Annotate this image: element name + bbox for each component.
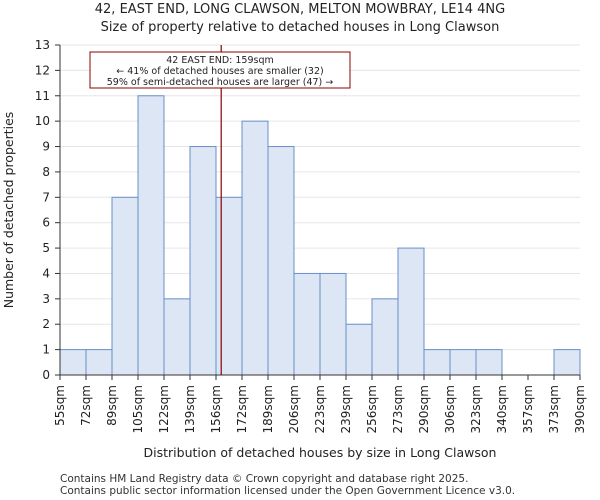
x-tick-label: 139sqm	[183, 385, 197, 433]
x-tick-label: 55sqm	[53, 385, 67, 426]
bar	[449, 349, 477, 376]
x-tick-label: 239sqm	[339, 385, 353, 433]
x-tick-label: 105sqm	[131, 385, 145, 433]
y-tick-label: 0	[42, 368, 50, 382]
y-tick-label: 2	[42, 317, 50, 331]
chart-subtitle: Size of property relative to detached ho…	[100, 20, 500, 35]
bar	[371, 298, 399, 376]
y-tick-label: 10	[35, 114, 50, 128]
bar	[553, 349, 581, 376]
x-tick-label: 306sqm	[443, 385, 457, 433]
bar	[189, 146, 217, 376]
bar	[397, 247, 425, 376]
x-tick-label: 323sqm	[469, 385, 483, 433]
y-tick-label: 13	[35, 38, 50, 52]
bar	[215, 196, 243, 376]
annotation-line-1: 42 EAST END: 159sqm	[166, 55, 273, 66]
x-tick-label: 223sqm	[313, 385, 327, 433]
bar	[85, 349, 113, 376]
bar	[111, 196, 139, 376]
y-tick-label: 5	[42, 241, 50, 255]
bar	[423, 349, 451, 376]
y-tick-label: 1	[42, 343, 50, 357]
bar	[293, 272, 321, 376]
bar	[319, 272, 347, 376]
x-tick-label: 357sqm	[521, 385, 535, 433]
y-tick-label: 9	[42, 140, 50, 154]
x-ticks: 55sqm 72sqm 89sqm 105sqm 122sqm 139sqm 156sqm 1…	[53, 375, 587, 433]
bar	[345, 323, 373, 376]
bars	[59, 95, 581, 376]
y-tick-label: 8	[42, 165, 50, 179]
x-tick-label: 89sqm	[105, 385, 119, 426]
chart-title: 42, EAST END, LONG CLAWSON, MELTON MOWBR…	[94, 2, 506, 17]
x-tick-label: 72sqm	[79, 385, 93, 426]
x-tick-label: 390sqm	[573, 385, 587, 433]
x-tick-label: 290sqm	[417, 385, 431, 433]
y-tick-label: 6	[42, 216, 50, 230]
x-tick-label: 340sqm	[495, 385, 509, 433]
y-tick-label: 4	[42, 266, 50, 280]
annotation-box: 42 EAST END: 159sqm ← 41% of detached ho…	[89, 51, 351, 89]
bar	[59, 349, 87, 376]
y-axis-label: Number of detached properties	[1, 112, 16, 309]
y-tick-label: 7	[42, 190, 50, 204]
bar	[475, 349, 503, 376]
x-tick-label: 206sqm	[287, 385, 301, 433]
x-tick-label: 373sqm	[547, 385, 561, 433]
x-tick-label: 172sqm	[235, 385, 249, 433]
x-tick-label: 189sqm	[261, 385, 275, 433]
footer-line-2: Contains public sector information licen…	[60, 485, 516, 497]
y-tick-label: 11	[35, 89, 50, 103]
x-tick-label: 273sqm	[391, 385, 405, 433]
y-tick-label: 3	[42, 292, 50, 306]
annotation-line-3: 59% of semi-detached houses are larger (…	[107, 77, 334, 88]
bar	[137, 95, 165, 376]
y-tick-label: 12	[35, 63, 50, 77]
footer-line-1: Contains HM Land Registry data © Crown c…	[60, 473, 469, 485]
x-tick-label: 122sqm	[157, 385, 171, 433]
x-axis-label: Distribution of detached houses by size …	[144, 445, 497, 460]
x-tick-label: 256sqm	[365, 385, 379, 433]
bar	[267, 146, 295, 376]
x-tick-label: 156sqm	[209, 385, 223, 433]
annotation-line-2: ← 41% of detached houses are smaller (32…	[116, 66, 323, 77]
bar	[163, 298, 191, 376]
bar	[241, 120, 269, 376]
